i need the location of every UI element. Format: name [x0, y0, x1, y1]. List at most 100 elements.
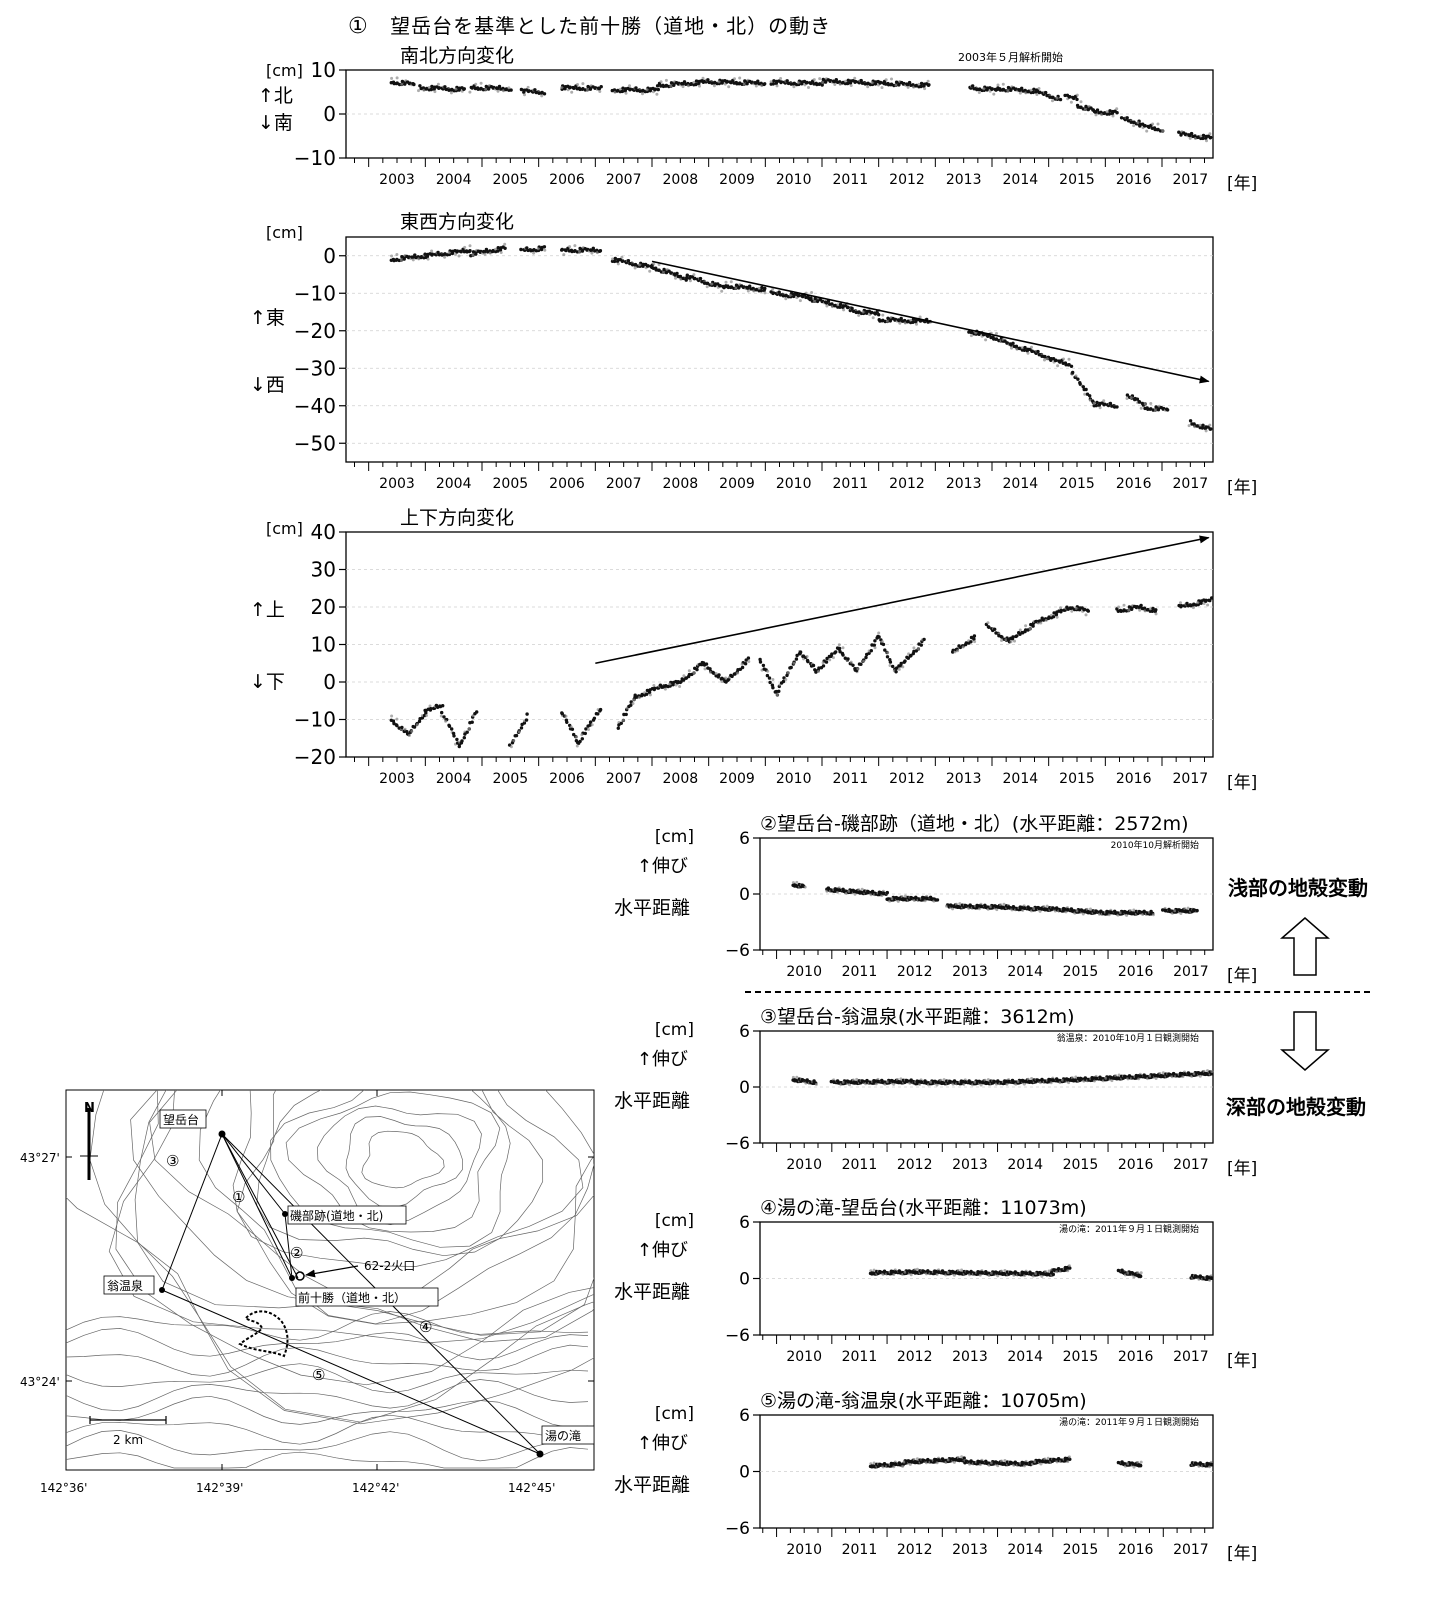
data-point	[400, 79, 405, 84]
data-point-scatter	[410, 729, 414, 733]
data-point-scatter	[973, 640, 977, 644]
x-tick-label: 2009	[719, 771, 755, 787]
data-point	[859, 78, 863, 83]
x-tick-label: 2010	[776, 172, 812, 188]
data-point-scatter	[901, 665, 905, 669]
data-point	[725, 79, 729, 84]
data-point-scatter	[805, 655, 809, 658]
label-shallow-deformation: 浅部の地殻変動	[1228, 876, 1368, 900]
data-point-scatter	[945, 904, 948, 908]
data-point-scatter	[1179, 601, 1182, 605]
data-point	[395, 723, 399, 728]
data-point	[922, 637, 926, 642]
data-point-scatter	[1021, 908, 1025, 912]
station-label-yunotaki: 湯の滝	[545, 1429, 581, 1443]
divider-dashed-line	[745, 991, 1370, 993]
data-point	[987, 625, 991, 629]
x-tick-label: 2013	[952, 1157, 988, 1173]
data-point-scatter	[1006, 89, 1010, 93]
data-point-scatter	[874, 1082, 878, 1086]
data-point	[412, 725, 417, 729]
data-point	[568, 85, 572, 89]
data-point	[624, 712, 628, 717]
y-direction-label-negative: ↓南	[258, 112, 293, 134]
data-point-scatter	[645, 88, 649, 92]
data-point-scatter	[740, 662, 744, 666]
data-point	[1115, 111, 1119, 115]
data-point	[867, 651, 871, 655]
arrow-up-hollow-icon	[1279, 917, 1331, 976]
data-point	[761, 663, 766, 668]
data-point-scatter	[813, 299, 817, 303]
data-point-scatter	[860, 887, 864, 891]
x-tick-label: 2017	[1173, 476, 1209, 492]
data-point	[808, 297, 812, 302]
data-point-scatter	[817, 670, 820, 673]
data-point	[470, 720, 474, 724]
data-point-scatter	[703, 667, 707, 671]
data-point-scatter	[853, 76, 857, 80]
data-point-scatter	[1016, 1080, 1020, 1084]
data-point-scatter	[1149, 402, 1153, 405]
baseline-label-1: ①	[232, 1188, 245, 1206]
data-point	[495, 86, 500, 91]
x-tick-label: 2013	[952, 964, 988, 980]
data-point-scatter	[996, 83, 1000, 87]
data-point	[1082, 607, 1087, 612]
data-point-scatter	[1004, 638, 1008, 642]
data-point	[525, 712, 529, 716]
x-tick-label: 2017	[1173, 771, 1209, 787]
data-point	[1127, 605, 1132, 609]
data-point-scatter	[1186, 906, 1190, 910]
x-tick-label: 2007	[606, 476, 642, 492]
x-tick-label: 2010	[786, 1349, 822, 1365]
data-point	[894, 80, 899, 84]
data-point-scatter	[1104, 1076, 1108, 1080]
data-point	[837, 646, 842, 651]
data-point-scatter	[507, 86, 511, 90]
data-point-scatter	[733, 77, 736, 81]
data-point	[1115, 405, 1119, 409]
data-point-scatter	[844, 79, 847, 83]
data-point-scatter	[807, 86, 810, 89]
data-point-scatter	[992, 92, 996, 96]
data-point	[1015, 634, 1019, 638]
x-tick-label: 2015	[1063, 964, 1099, 980]
x-tick-label: 2017	[1173, 172, 1209, 188]
data-point-scatter	[1102, 399, 1106, 403]
data-point-scatter	[1018, 91, 1022, 95]
data-point	[662, 267, 666, 272]
data-point-scatter	[568, 245, 572, 249]
data-point-scatter	[710, 282, 714, 286]
data-point-scatter	[989, 905, 993, 909]
data-point-scatter	[471, 253, 475, 257]
data-point	[680, 82, 685, 86]
x-tick-label: 2012	[897, 1542, 933, 1558]
data-point	[1067, 363, 1071, 367]
data-point-scatter	[575, 735, 579, 739]
y-direction-label-negative: ↓下	[250, 671, 285, 693]
y-tick-label: −50	[294, 431, 336, 455]
data-point	[570, 727, 575, 731]
x-axis-year-label: [年]	[1227, 478, 1257, 498]
data-point-scatter	[443, 255, 447, 259]
data-point-scatter	[897, 667, 901, 671]
data-point-scatter	[736, 671, 740, 675]
data-point	[583, 731, 587, 736]
data-point	[613, 256, 617, 261]
data-point	[969, 635, 974, 640]
data-point	[460, 739, 464, 743]
data-point-scatter	[576, 83, 579, 86]
data-point	[1070, 606, 1074, 610]
data-point	[886, 316, 890, 320]
data-point-scatter	[474, 82, 478, 86]
data-point-scatter	[796, 81, 800, 85]
data-point	[525, 246, 529, 250]
data-point-scatter	[892, 1273, 896, 1276]
data-point-scatter	[570, 90, 574, 94]
data-point-scatter	[698, 84, 701, 88]
baseline-chart-note: 翁温泉：2010年10月１日観測開始	[1057, 1032, 1199, 1044]
data-point-scatter	[1125, 913, 1129, 917]
x-tick-label: 2009	[719, 476, 755, 492]
data-point	[1204, 598, 1208, 602]
